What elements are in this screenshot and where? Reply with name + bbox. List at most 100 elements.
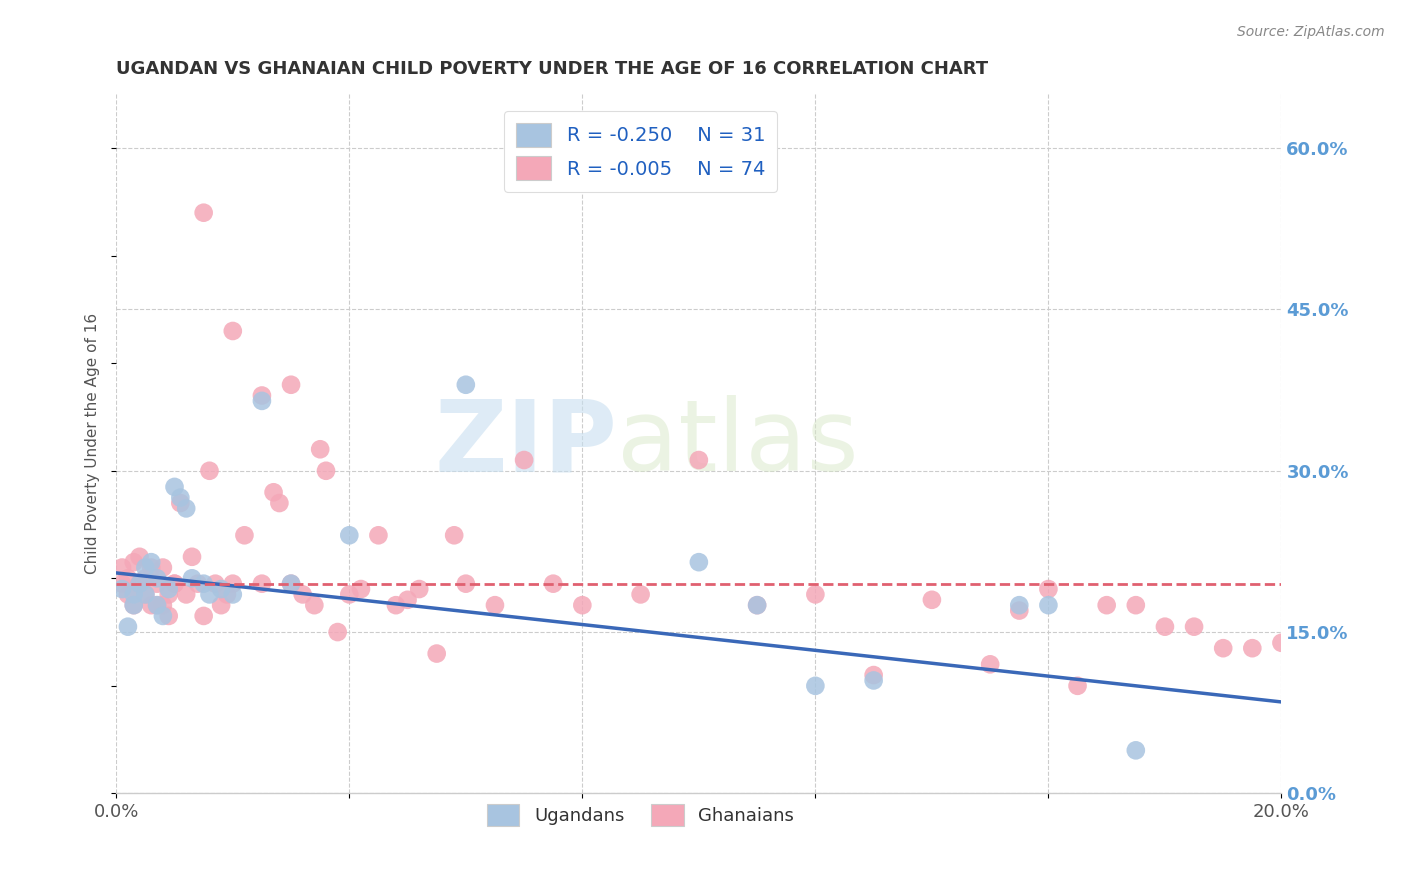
Point (146, 571, 169, 585)
Point (745, 598, 768, 612)
Point (157, 587, 180, 601)
Point (141, 555, 163, 569)
Point (233, 528, 256, 542)
Point (134, 560, 156, 574)
Point (209, 582, 232, 596)
Point (128, 576, 150, 591)
Point (163, 576, 186, 591)
Point (209, 598, 232, 612)
Point (128, 549, 150, 564)
Point (1066, 679, 1088, 693)
Point (122, 598, 145, 612)
Point (215, 587, 238, 601)
Point (193, 205, 215, 219)
Point (163, 576, 186, 591)
Point (367, 528, 389, 542)
Point (263, 485, 285, 500)
Point (326, 625, 349, 640)
Point (134, 587, 156, 601)
Point (157, 609, 180, 624)
Y-axis label: Child Poverty Under the Age of 16: Child Poverty Under the Age of 16 (86, 313, 100, 574)
Point (862, 668, 884, 682)
Point (688, 555, 710, 569)
Point (1241, 641, 1264, 656)
Point (169, 496, 191, 510)
Text: atlas: atlas (617, 395, 859, 492)
Point (484, 598, 506, 612)
Point (198, 464, 221, 478)
Point (280, 377, 302, 392)
Point (204, 576, 226, 591)
Point (443, 528, 465, 542)
Point (181, 571, 204, 585)
Point (804, 679, 827, 693)
Point (1008, 603, 1031, 617)
Text: UGANDAN VS GHANAIAN CHILD POVERTY UNDER THE AGE OF 16 CORRELATION CHART: UGANDAN VS GHANAIAN CHILD POVERTY UNDER … (117, 60, 988, 78)
Point (804, 587, 827, 601)
Point (193, 609, 215, 624)
Point (146, 598, 169, 612)
Point (350, 582, 373, 596)
Point (174, 587, 197, 601)
Point (250, 576, 273, 591)
Point (169, 491, 191, 505)
Point (396, 592, 419, 607)
Point (250, 393, 273, 408)
Point (163, 480, 186, 494)
Point (1270, 636, 1292, 650)
Point (309, 442, 332, 457)
Point (1125, 598, 1147, 612)
Point (198, 587, 221, 601)
Point (157, 582, 180, 596)
Point (280, 576, 302, 591)
Text: ZIP: ZIP (434, 395, 617, 492)
Point (291, 587, 314, 601)
Point (1154, 620, 1177, 634)
Point (426, 647, 449, 661)
Point (250, 388, 273, 402)
Point (134, 587, 156, 601)
Point (1182, 620, 1205, 634)
Point (117, 571, 139, 585)
Point (513, 453, 536, 467)
Point (111, 560, 134, 574)
Point (117, 620, 139, 634)
Point (280, 576, 302, 591)
Point (571, 598, 593, 612)
Point (304, 598, 326, 612)
Point (122, 598, 145, 612)
Point (1008, 598, 1031, 612)
Point (134, 571, 156, 585)
Point (187, 576, 209, 591)
Point (222, 324, 245, 338)
Point (1095, 598, 1118, 612)
Point (315, 464, 337, 478)
Point (269, 496, 291, 510)
Text: Source: ZipAtlas.com: Source: ZipAtlas.com (1237, 25, 1385, 39)
Point (146, 598, 169, 612)
Point (111, 576, 134, 591)
Point (1212, 641, 1234, 656)
Point (181, 549, 204, 564)
Point (745, 598, 768, 612)
Point (122, 587, 145, 601)
Point (152, 560, 174, 574)
Point (337, 587, 360, 601)
Point (122, 555, 145, 569)
Point (111, 582, 134, 596)
Point (921, 592, 943, 607)
Point (541, 576, 564, 591)
Point (337, 528, 360, 542)
Point (1125, 743, 1147, 757)
Point (454, 377, 477, 392)
Point (128, 576, 150, 591)
Point (141, 598, 163, 612)
Point (385, 598, 408, 612)
Point (630, 587, 652, 601)
Point (222, 576, 245, 591)
Point (152, 609, 174, 624)
Point (1038, 598, 1060, 612)
Point (1038, 582, 1060, 596)
Point (117, 587, 139, 601)
Point (174, 501, 197, 516)
